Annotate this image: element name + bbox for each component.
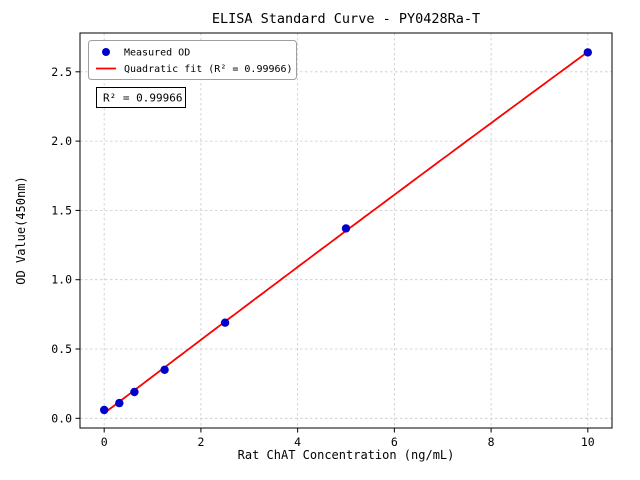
svg-text:2.5: 2.5 (51, 65, 72, 79)
svg-text:10: 10 (581, 435, 595, 449)
x-tick-labels: 0 2 4 6 8 10 (101, 435, 595, 449)
data-point (160, 365, 169, 374)
data-point (115, 398, 124, 408)
y-axis-label: OD Value(450nm) (14, 176, 28, 284)
chart-title: ELISA Standard Curve - PY0428Ra-T (212, 11, 480, 27)
r-squared-annotation: R² = 0.99966 (96, 87, 186, 108)
axis-ticks (75, 71, 589, 433)
legend-label-fit: Quadratic fit (R² = 0.99966) (124, 64, 293, 75)
annotation-text: R² = 0.99966 (103, 92, 182, 105)
legend-label-measured: Measured OD (124, 48, 190, 59)
svg-text:2.0: 2.0 (51, 134, 72, 148)
data-point (100, 405, 109, 415)
svg-text:0.0: 0.0 (51, 411, 72, 425)
data-point (130, 387, 139, 397)
annotation-box (96, 87, 186, 108)
x-axis-label: Rat ChAT Concentration (ng/mL) (238, 448, 455, 462)
gridlines (80, 33, 612, 428)
svg-text:4: 4 (294, 435, 301, 449)
y-tick-labels: 0.0 0.5 1.0 1.5 2.0 2.5 (51, 65, 72, 425)
svg-text:2: 2 (197, 435, 204, 449)
measured-od-points (100, 48, 592, 415)
svg-text:0.5: 0.5 (51, 342, 72, 356)
svg-text:8: 8 (488, 435, 495, 449)
legend: Measured OD Quadratic fit (R² = 0.99966) (88, 40, 297, 80)
svg-text:0: 0 (101, 435, 108, 449)
data-point (220, 318, 230, 327)
plot-border (79, 32, 613, 429)
legend-box (88, 40, 297, 80)
svg-text:1.5: 1.5 (51, 203, 72, 217)
svg-text:6: 6 (391, 435, 398, 449)
svg-text:1.0: 1.0 (51, 273, 72, 287)
legend-marker-measured (102, 48, 110, 56)
data-point (341, 224, 351, 233)
data-point (583, 48, 592, 57)
